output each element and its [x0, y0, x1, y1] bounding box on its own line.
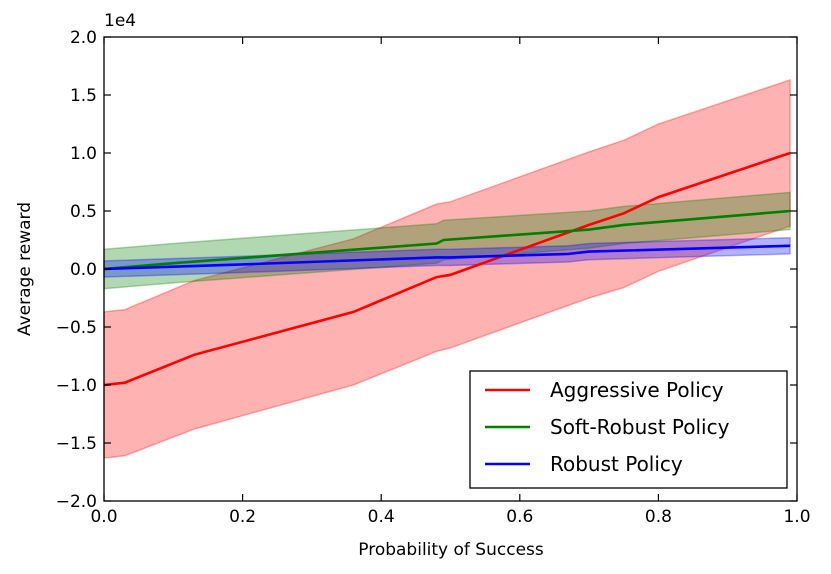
x-tick-label: 1.0	[783, 507, 810, 527]
y-tick-label: −1.0	[56, 376, 97, 396]
y-tick-label: −2.0	[56, 492, 97, 512]
y-tick-label: 1.5	[70, 86, 97, 106]
y-tick-label: 1.0	[70, 144, 97, 164]
y-tick-label: 0.0	[70, 260, 97, 280]
x-tick-label: 0.6	[506, 507, 533, 527]
x-axis-label: Probability of Success	[358, 540, 544, 560]
x-tick-label: 0.2	[229, 507, 256, 527]
x-tick-label: 0.0	[90, 507, 117, 527]
legend-label-soft-robust-policy: Soft-Robust Policy	[550, 415, 730, 439]
legend-label-robust-policy: Robust Policy	[550, 452, 683, 476]
y-tick-label: −0.5	[56, 318, 97, 338]
aggressive-policy-line	[103, 151, 791, 387]
aggressive-policy-band	[103, 78, 791, 459]
y-axis-label: Average reward	[15, 202, 35, 336]
x-tick-label: 0.8	[645, 507, 672, 527]
y-scale-label: 1e4	[104, 11, 136, 31]
legend: Aggressive Policy Soft-Robust Policy Robus…	[469, 370, 788, 489]
series-lines	[103, 151, 791, 387]
legend-label-aggressive-policy: Aggressive Policy	[550, 378, 724, 402]
soft-robust-policy-line	[103, 209, 791, 271]
y-tick-label: −1.5	[56, 434, 97, 454]
x-tick-label: 0.4	[368, 507, 395, 527]
y-tick-label: 2.0	[70, 28, 97, 48]
axis-ticks: 0.0 0.2 0.4 0.6 0.8 1.0 −2.0 −1.5 −1.0 −0.5 0.0 0.5…	[56, 28, 811, 527]
y-tick-label: 0.5	[70, 202, 97, 222]
robust-policy-line	[103, 244, 791, 271]
